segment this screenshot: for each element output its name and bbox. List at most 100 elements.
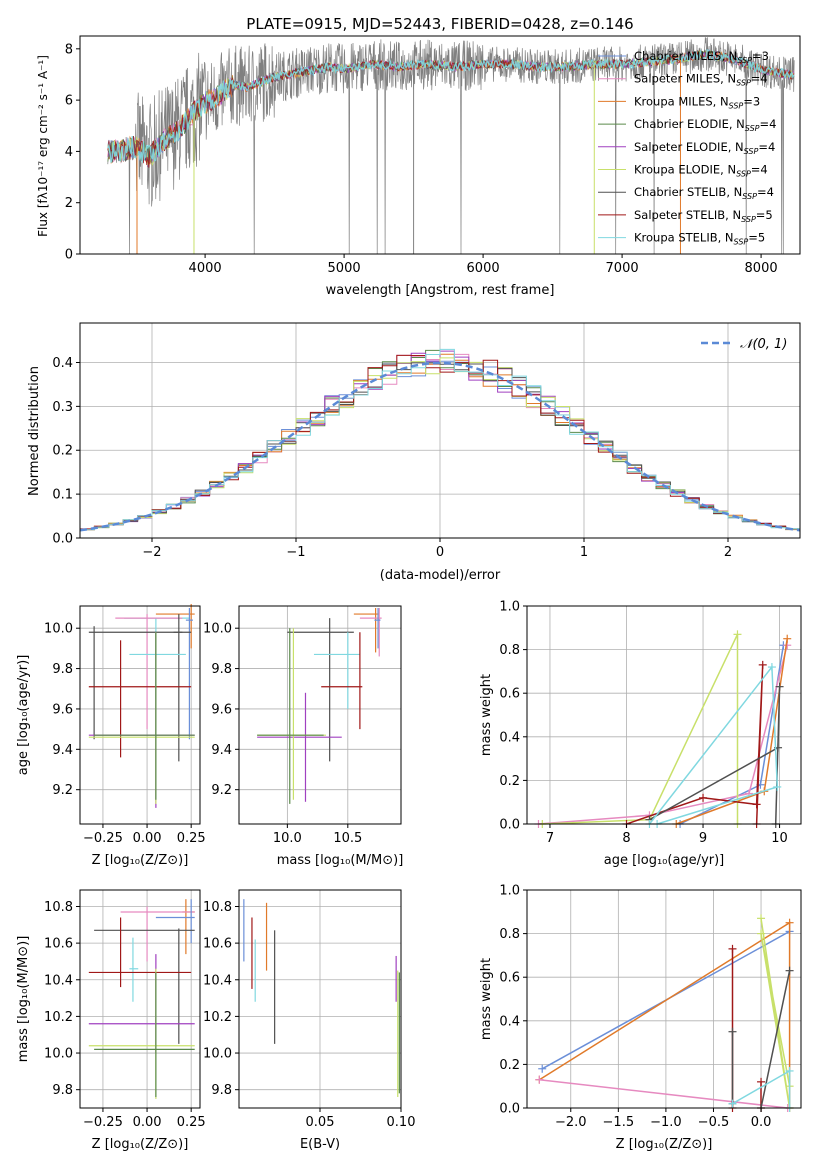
mass_vs_ebv-grid bbox=[239, 890, 402, 1108]
weight_vs_Z-panel: −2.0 −1.5 −1.0 −0.5 0.0 0.0 0.2 0.4 0.6 0.8 1.0 Z [… bbox=[479, 884, 802, 1152]
mass_vs_ebv-ticks: 0.05 0.10 9.8 10.0 10.2 10.4 10.6 10.8 bbox=[203, 900, 415, 1130]
x-tick-label: 6000 bbox=[467, 261, 500, 276]
mass_vs_Z-axes-frame bbox=[79, 889, 201, 1109]
y-tick-label: 9.4 bbox=[52, 743, 73, 758]
weight-Z-line bbox=[760, 970, 791, 1109]
y-tick-label: 9.2 bbox=[211, 783, 232, 798]
age_vs_mass-grid bbox=[239, 606, 401, 824]
weight_vs_age-axes-frame bbox=[526, 605, 802, 825]
y-tick-label: 0 bbox=[65, 248, 73, 263]
legend-label: Salpeter ELODIE, NSSP=4 bbox=[634, 140, 775, 156]
age_vs_Z-plot-area bbox=[88, 603, 195, 808]
age_vs_Z-ticks: −0.25 0.00 0.25 9.2 9.4 9.6 9.8 10.0 bbox=[44, 622, 206, 846]
age_vs_mass-axes-frame bbox=[238, 605, 402, 825]
age_vs_mass-ticks: 10.0 10.5 9.2 9.4 9.6 9.8 10.0 bbox=[203, 622, 362, 846]
weight_vs_Z-plot-area bbox=[535, 914, 794, 1112]
legend-label: Chabrier MILES, NSSP=3 bbox=[634, 49, 769, 65]
residuals-legend: 𝒩(0, 1) bbox=[701, 337, 787, 352]
x-tick-label: 10.5 bbox=[333, 831, 362, 846]
residual-histogram-step bbox=[80, 362, 800, 530]
weight-age-line bbox=[542, 633, 739, 825]
spectrum-ylabel: Flux [fλ10⁻¹⁷ erg cm⁻² s⁻¹ A⁻¹] bbox=[36, 55, 50, 237]
mass_vs_ebv-axes-frame bbox=[238, 889, 402, 1109]
mass_vs_ebv-plot-area bbox=[243, 899, 400, 1098]
mass_vs_Z-ylabel: mass [log₁₀(M/M⊙)] bbox=[16, 936, 31, 1063]
age_vs_Z-panel: −0.25 0.00 0.25 9.2 9.4 9.6 9.8 10.0 Z [log₁₀(Z/… bbox=[16, 603, 206, 868]
weight-Z-line bbox=[539, 1078, 788, 1109]
y-tick-label: 9.8 bbox=[211, 662, 232, 677]
y-tick-label: 10.0 bbox=[203, 622, 232, 637]
x-tick-label: −2.0 bbox=[555, 1115, 587, 1130]
age_vs_Z-ylabel: age [log₁₀(age/yr)] bbox=[16, 655, 31, 776]
residuals-panel: −2 −1 0 1 2 0.0 0.1 0.2 0.3 0.4 (data-model)/erro… bbox=[27, 322, 801, 583]
residuals-ylabel: Normed distribution bbox=[27, 366, 42, 496]
parameter-panels: −0.25 0.00 0.25 9.2 9.4 9.6 9.8 10.0 Z [log₁₀(Z/… bbox=[16, 600, 802, 1152]
age_vs_Z-axes-frame bbox=[79, 605, 201, 825]
residual-histogram-step bbox=[80, 354, 800, 530]
model-spectrum-line bbox=[107, 48, 795, 163]
x-tick-label: 4000 bbox=[189, 261, 222, 276]
x-tick-label: 0.0 bbox=[751, 1115, 772, 1130]
spectrum-axes-frame bbox=[79, 35, 801, 255]
y-tick-label: 10.8 bbox=[44, 900, 73, 915]
x-tick-label: 7000 bbox=[606, 261, 639, 276]
y-tick-label: 9.4 bbox=[211, 743, 232, 758]
y-tick-label: 0.4 bbox=[499, 730, 520, 745]
x-tick-label: 8000 bbox=[745, 261, 778, 276]
x-tick-label: −0.25 bbox=[83, 1115, 123, 1130]
mass_vs_ebv-panel: 0.05 0.10 9.8 10.0 10.2 10.4 10.6 10.8 E(B-V) bbox=[203, 889, 415, 1152]
weight-age-line bbox=[648, 664, 779, 825]
x-tick-label: 1 bbox=[580, 545, 588, 560]
weight-Z-line bbox=[760, 918, 791, 1109]
y-tick-label: 9.6 bbox=[211, 702, 232, 717]
residual-histogram-step bbox=[80, 348, 800, 531]
weight_vs_Z-ylabel: mass weight bbox=[479, 958, 494, 1040]
y-tick-label: 0.0 bbox=[52, 532, 73, 547]
y-tick-label: 0.0 bbox=[499, 818, 520, 833]
mass_vs_ebv-xlabel: E(B-V) bbox=[300, 1137, 340, 1152]
y-tick-label: 10.4 bbox=[44, 973, 73, 988]
spectrum-panel: 4000 5000 6000 7000 8000 0 2 4 6 8 wavelength [An… bbox=[36, 35, 801, 298]
y-tick-label: 0.3 bbox=[52, 400, 73, 415]
y-tick-label: 0.2 bbox=[52, 444, 73, 459]
y-tick-label: 0.8 bbox=[499, 927, 520, 942]
mass_vs_Z-ticks: −0.25 0.00 0.25 9.8 10.0 10.2 10.4 10.6 10.8 bbox=[44, 900, 206, 1130]
y-tick-label: 0.8 bbox=[499, 643, 520, 658]
y-tick-label: 0.4 bbox=[499, 1014, 520, 1029]
y-tick-label: 10.8 bbox=[203, 900, 232, 915]
x-tick-label: 8 bbox=[622, 831, 630, 846]
age_vs_Z-xlabel: Z [log₁₀(Z/Z⊙)] bbox=[92, 853, 189, 868]
x-tick-label: 9 bbox=[699, 831, 707, 846]
weight_vs_age-panel: 7 8 9 10 0.0 0.2 0.4 0.6 0.8 1.0 age [log₁₀(age/yr… bbox=[479, 600, 802, 868]
x-tick-label: 0.25 bbox=[177, 1115, 206, 1130]
x-tick-label: 0.00 bbox=[133, 831, 162, 846]
weight_vs_Z-xlabel: Z [log₁₀(Z/Z⊙)] bbox=[616, 1137, 713, 1152]
figure-title: PLATE=0915, MJD=52443, FIBERID=0428, z=0… bbox=[246, 15, 633, 33]
weight-age-line bbox=[538, 645, 788, 825]
weight-Z-line bbox=[539, 921, 791, 1108]
y-tick-label: 9.6 bbox=[52, 702, 73, 717]
legend-label: Kroupa STELIB, NSSP=5 bbox=[634, 231, 765, 247]
y-tick-label: 6 bbox=[65, 94, 73, 109]
age_vs_mass-plot-area bbox=[257, 608, 382, 804]
x-tick-label: 10.0 bbox=[273, 831, 302, 846]
y-tick-label: 10.4 bbox=[203, 973, 232, 988]
y-tick-label: 4 bbox=[65, 145, 73, 160]
normal-curve bbox=[79, 361, 801, 532]
x-tick-label: 0.25 bbox=[177, 831, 206, 846]
y-tick-label: 10.2 bbox=[44, 1010, 73, 1025]
weight_vs_age-xlabel: age [log₁₀(age/yr)] bbox=[604, 853, 725, 868]
age_vs_mass-panel: 10.0 10.5 9.2 9.4 9.6 9.8 10.0 mass [log₁₀(M/M⊙… bbox=[203, 605, 403, 868]
x-tick-label: 10 bbox=[771, 831, 788, 846]
residuals-xlabel: (data-model)/error bbox=[380, 568, 501, 583]
x-tick-label: 7 bbox=[546, 831, 554, 846]
x-tick-label: 0.10 bbox=[387, 1115, 416, 1130]
spectrum-ticks: 4000 5000 6000 7000 8000 0 2 4 6 8 bbox=[65, 42, 778, 276]
y-tick-label: 2 bbox=[65, 196, 73, 211]
mass_vs_Z-xlabel: Z [log₁₀(Z/Z⊙)] bbox=[92, 1137, 189, 1152]
y-tick-label: 0.0 bbox=[499, 1102, 520, 1117]
x-tick-label: −2 bbox=[142, 545, 161, 560]
spectrum-legend: Chabrier MILES, NSSP=3 Salpeter MILES, NS… bbox=[598, 49, 776, 247]
weight_vs_age-ylabel: mass weight bbox=[479, 674, 494, 756]
y-tick-label: 8 bbox=[65, 42, 73, 57]
